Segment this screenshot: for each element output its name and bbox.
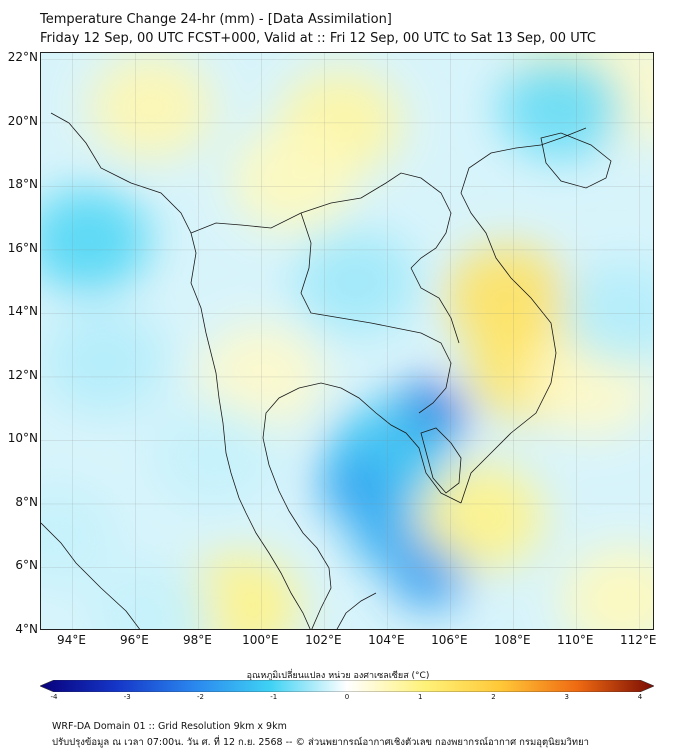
colorbar: [40, 680, 654, 692]
chart-subtitle: Friday 12 Sep, 00 UTC FCST+000, Valid at…: [40, 31, 596, 46]
lon-tick-label: 108°E: [494, 633, 531, 647]
coastlines: [41, 112, 612, 629]
gulf-coastline: [262, 382, 462, 629]
field-anomaly-13: [293, 228, 418, 335]
footer-model-info: WRF-DA Domain 01 :: Grid Resolution 9km …: [52, 721, 287, 732]
field-anomaly-23: [89, 562, 214, 629]
field-anomaly-8: [419, 463, 544, 570]
field-anomaly-2: [230, 127, 355, 233]
lon-tick-label: 94°E: [57, 633, 86, 647]
vietnam-coastline: [460, 127, 587, 504]
lat-tick-label: 6°N: [15, 558, 38, 573]
colorbar-tick-label: 1: [418, 693, 423, 701]
field-anomaly-14: [498, 54, 623, 160]
hainan-coastline: [540, 132, 612, 189]
lon-tick-label: 98°E: [182, 633, 212, 647]
colorbar-ramp: [40, 680, 654, 692]
lat-tick-label: 18°N: [7, 177, 38, 192]
temperature-field: [41, 53, 653, 629]
lon-tick-label: 96°E: [120, 633, 149, 647]
lon-tick-label: 102°E: [305, 633, 342, 647]
field-anomaly-11: [199, 324, 324, 430]
colorbar-tick-label: 4: [637, 693, 643, 701]
lat-tick-label: 14°N: [7, 304, 38, 319]
colorbar-tick-label: 0: [344, 693, 350, 701]
field-anomaly-17: [317, 455, 394, 521]
sumatra-coastline: [41, 522, 140, 629]
colorbar-tick-label: -1: [270, 693, 278, 701]
lat-tick-label: 4°N: [15, 622, 38, 636]
field-anomaly-10: [561, 546, 653, 629]
field-anomaly-22: [41, 483, 119, 589]
colorbar-title: อุณหภูมิเปลี่ยนแปลง หน่วย องศาเซลเซียส (…: [246, 671, 430, 681]
lon-tick-label: 106°E: [431, 633, 468, 647]
chart-title: Temperature Change 24-hr (mm) - [Data As…: [40, 12, 392, 27]
colorbar-tick-label: -3: [123, 693, 131, 701]
lon-tick-label: 112°E: [620, 633, 657, 647]
lat-tick-label: 22°N: [7, 50, 38, 65]
colorbar-tick-label: 2: [491, 693, 496, 701]
laos-vietnam-border: [410, 267, 460, 344]
colorbar-tick-label: 3: [564, 693, 569, 701]
colorbar-tick-label: -4: [50, 693, 58, 701]
lat-tick-label: 10°N: [7, 431, 38, 446]
field-anomaly-21: [152, 403, 277, 510]
field-anomaly-19: [390, 544, 467, 610]
lon-tick-label: 110°E: [557, 633, 594, 647]
lat-tick-label: 20°N: [7, 113, 38, 128]
lat-tick-label: 8°N: [15, 494, 38, 509]
field-anomaly-12: [41, 187, 151, 294]
west-coastline: [50, 112, 311, 629]
map-frame[interactable]: [40, 52, 654, 630]
thailand-laos-border: [190, 172, 452, 269]
field-anomaly-24: [561, 260, 653, 367]
mekong-delta-coastline: [420, 427, 462, 494]
footer-credit: ปรับปรุงข้อมูล ณ เวลา 07:00น. วัน ศ. ที่…: [52, 737, 589, 748]
temperature-change-map[interactable]: [41, 53, 654, 630]
field-anomaly-0: [89, 54, 214, 160]
graticule: [41, 53, 653, 629]
colorbar-tick-label: -2: [197, 693, 204, 701]
lat-tick-label: 12°N: [7, 367, 38, 382]
cambodia-border: [300, 212, 452, 414]
malaysia-coastline: [336, 592, 377, 629]
lat-tick-label: 16°N: [7, 240, 38, 255]
lon-tick-label: 100°E: [242, 633, 279, 647]
lon-tick-label: 104°E: [368, 633, 405, 647]
field-anomaly-20: [41, 308, 166, 414]
